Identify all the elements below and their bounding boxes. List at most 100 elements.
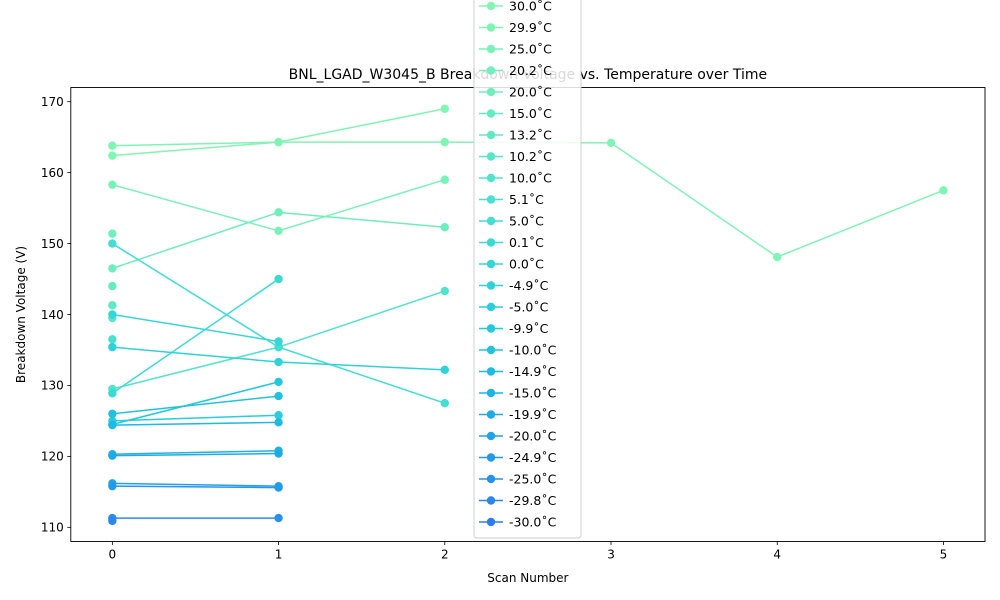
legend-item: 20.0˚C bbox=[479, 85, 552, 100]
legend-marker bbox=[486, 216, 496, 226]
data-point-4-1 bbox=[274, 208, 283, 217]
series-17 bbox=[108, 418, 283, 430]
legend-label: 13.2˚C bbox=[509, 128, 552, 143]
legend-label: 10.0˚C bbox=[509, 171, 552, 186]
series-3 bbox=[108, 229, 117, 238]
data-point-16-1 bbox=[274, 391, 283, 401]
data-point-14-1 bbox=[274, 411, 283, 420]
series-5 bbox=[108, 281, 117, 291]
series-6 bbox=[108, 301, 117, 310]
data-point-21-0 bbox=[108, 481, 117, 491]
legend-marker bbox=[486, 496, 496, 505]
series-9 bbox=[108, 335, 117, 344]
data-point-12-0 bbox=[108, 310, 117, 319]
legend-marker bbox=[486, 195, 496, 204]
data-point-9-0 bbox=[108, 335, 117, 344]
series-2 bbox=[108, 175, 449, 235]
data-point-17-1 bbox=[274, 418, 283, 427]
y-tick-label: 110 bbox=[41, 521, 64, 535]
series-19 bbox=[108, 449, 283, 460]
series-4 bbox=[108, 208, 449, 273]
legend-marker bbox=[486, 238, 496, 247]
data-point-17-0 bbox=[108, 420, 117, 430]
legend-marker bbox=[486, 453, 496, 462]
data-point-1-5 bbox=[939, 186, 948, 195]
x-axis-ticks: 0 1 2 3 4 5 bbox=[109, 541, 948, 562]
x-axis-label: Scan Number bbox=[487, 571, 568, 585]
legend-label: 15.0˚C bbox=[509, 106, 552, 121]
legend-label: -29.8˚C bbox=[509, 493, 557, 508]
y-tick-label: 130 bbox=[41, 379, 64, 393]
data-point-11-1 bbox=[274, 274, 283, 284]
legend-marker bbox=[486, 345, 496, 355]
legend-item: -20.0˚C bbox=[479, 429, 557, 444]
data-point-1-4 bbox=[773, 252, 782, 262]
legend-item: 30.0˚C bbox=[479, 0, 552, 14]
y-tick-label: 170 bbox=[41, 95, 64, 109]
legend-marker bbox=[486, 152, 496, 161]
legend-label: 5.1˚C bbox=[509, 192, 544, 207]
data-point-3-0 bbox=[108, 229, 117, 238]
series-line-20 bbox=[112, 482, 279, 487]
legend-label: -14.9˚C bbox=[509, 364, 557, 379]
y-tick-label: 140 bbox=[41, 308, 64, 322]
legend-item: -5.0˚C bbox=[479, 300, 549, 315]
data-point-6-0 bbox=[108, 301, 117, 310]
legend-item: -29.8˚C bbox=[479, 493, 557, 508]
series-21 bbox=[108, 481, 283, 492]
legend-item: 10.2˚C bbox=[479, 149, 552, 164]
data-point-5-0 bbox=[108, 281, 117, 291]
data-point-11-0 bbox=[108, 389, 117, 398]
series-line-14 bbox=[112, 414, 279, 422]
x-tick-label: 2 bbox=[441, 548, 449, 562]
series-10 bbox=[108, 239, 449, 408]
x-tick-label: 0 bbox=[109, 548, 117, 562]
legend-label: 29.9˚C bbox=[509, 20, 552, 35]
series-11 bbox=[108, 274, 283, 398]
legend-label: -10.0˚C bbox=[509, 343, 557, 358]
legend-marker bbox=[486, 474, 496, 484]
data-point-22-1 bbox=[274, 513, 283, 523]
x-tick-label: 5 bbox=[940, 548, 948, 562]
data-point-0-0 bbox=[108, 151, 117, 160]
legend-label: -19.9˚C bbox=[509, 407, 557, 422]
legend-item: -30.0˚C bbox=[479, 515, 557, 530]
legend-label: 25.0˚C bbox=[509, 42, 552, 57]
data-point-0-2 bbox=[440, 104, 449, 113]
legend-item: 15.0˚C bbox=[479, 106, 552, 121]
x-tick-label: 4 bbox=[773, 548, 781, 562]
series-line-15 bbox=[112, 381, 279, 426]
legend-label: -25.0˚C bbox=[509, 472, 557, 487]
legend-label: 0.1˚C bbox=[509, 235, 544, 250]
y-tick-label: 160 bbox=[41, 166, 64, 180]
data-point-13-1 bbox=[274, 357, 283, 367]
legend-marker bbox=[486, 281, 496, 290]
legend-marker bbox=[486, 410, 496, 419]
y-axis-label: Breakdown Voltage (V) bbox=[14, 246, 28, 383]
legend-marker bbox=[486, 87, 496, 97]
legend-label: -9.9˚C bbox=[509, 321, 549, 336]
legend-item: -24.9˚C bbox=[479, 450, 557, 465]
legend-item: 13.2˚C bbox=[479, 128, 552, 143]
data-point-2-1 bbox=[274, 226, 283, 235]
legend-marker bbox=[486, 259, 496, 269]
data-point-10-2 bbox=[440, 398, 449, 408]
legend-label: -4.9˚C bbox=[509, 278, 549, 293]
series-line-12 bbox=[112, 313, 279, 343]
data-point-1-0 bbox=[108, 141, 117, 150]
data-point-23-0 bbox=[108, 516, 117, 526]
data-point-8-2 bbox=[440, 286, 449, 296]
legend-marker bbox=[486, 23, 496, 32]
legend-label: -20.0˚C bbox=[509, 429, 557, 444]
legend-label: 5.0˚C bbox=[509, 214, 544, 229]
y-axis-ticks: 110 120 130 140 150 160 170 bbox=[41, 95, 71, 535]
legend-marker bbox=[486, 1, 496, 11]
legend-label: 20.2˚C bbox=[509, 63, 552, 78]
legend-label: 10.2˚C bbox=[509, 149, 552, 164]
series-12 bbox=[108, 310, 283, 346]
data-point-16-0 bbox=[108, 409, 117, 419]
data-point-1-3 bbox=[606, 138, 616, 148]
series-line-18 bbox=[112, 449, 279, 455]
legend-item: -9.9˚C bbox=[479, 321, 549, 336]
